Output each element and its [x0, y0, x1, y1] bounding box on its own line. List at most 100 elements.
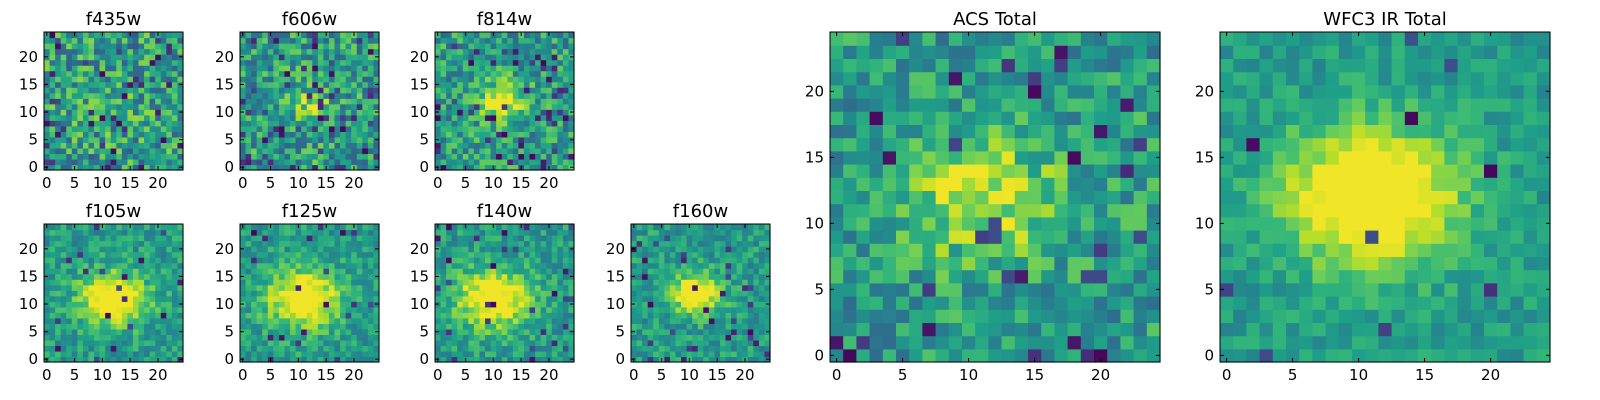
heatmap-cell — [66, 246, 73, 253]
heatmap-cell — [71, 290, 78, 297]
heatmap-cell — [88, 147, 95, 155]
heatmap-cell — [273, 334, 280, 341]
heatmap-cell — [975, 164, 989, 178]
heatmap-cell — [367, 120, 375, 127]
heatmap-cell — [60, 301, 67, 308]
heatmap-cell — [686, 273, 693, 280]
heatmap-cell — [251, 312, 258, 319]
heatmap-cell — [251, 235, 258, 242]
heatmap-cell — [830, 216, 844, 231]
heatmap-cell — [240, 334, 247, 341]
heatmap-cell — [642, 229, 649, 236]
heatmap-cell — [736, 240, 743, 247]
heatmap-cell — [99, 147, 106, 155]
heatmap-cell — [653, 312, 660, 319]
heatmap-cell — [975, 335, 989, 350]
heatmap-cell — [367, 125, 375, 132]
heatmap-cell — [719, 312, 727, 319]
heatmap-cell — [753, 339, 760, 347]
heatmap-cell — [703, 224, 710, 231]
heatmap-cell — [501, 142, 508, 149]
heatmap-cell — [1028, 335, 1042, 350]
heatmap-cell — [703, 312, 710, 319]
heatmap-cell — [116, 273, 123, 280]
heatmap-cell — [121, 109, 128, 116]
heatmap-cell — [110, 235, 117, 242]
heatmap-cell — [251, 103, 258, 110]
x-tick-label: 0 — [433, 174, 443, 192]
heatmap-cell — [312, 323, 319, 330]
heatmap-cell — [922, 335, 937, 350]
heatmap-cell — [356, 301, 363, 308]
heatmap-cell — [351, 339, 358, 347]
heatmap-cell — [356, 290, 363, 297]
heatmap-cell — [334, 312, 341, 319]
heatmap-cell — [267, 334, 274, 341]
heatmap-cell — [317, 240, 324, 247]
heatmap-cell — [512, 142, 519, 149]
heatmap-cell — [55, 328, 62, 335]
heatmap-cell — [273, 251, 280, 258]
x-tick-label: 20 — [344, 174, 363, 192]
heatmap-cell — [49, 164, 56, 171]
heatmap-cell — [518, 103, 525, 110]
heatmap-cell — [351, 120, 358, 127]
heatmap-cell — [273, 350, 280, 358]
heatmap-cell — [725, 306, 732, 313]
heatmap-cell — [529, 59, 536, 66]
heatmap-cell — [496, 37, 503, 44]
heatmap-cell — [144, 312, 151, 319]
heatmap-cell — [251, 37, 258, 44]
heatmap-cell — [290, 345, 297, 352]
heatmap-cell — [328, 279, 336, 286]
heatmap-cell — [88, 125, 95, 132]
heatmap-cell — [882, 256, 897, 271]
heatmap-cell — [529, 136, 536, 143]
heatmap-cell — [568, 350, 575, 358]
heatmap-cell — [121, 54, 128, 61]
heatmap-cell — [340, 103, 347, 110]
heatmap-cell — [334, 273, 341, 280]
heatmap-cell — [273, 262, 280, 269]
heatmap-cell — [262, 301, 269, 308]
heatmap-cell — [490, 295, 497, 302]
heatmap-cell — [171, 114, 179, 121]
heatmap-cell — [306, 131, 313, 138]
y-tick-label: 20 — [215, 240, 234, 258]
heatmap-cell — [295, 235, 302, 242]
heatmap-cell — [457, 345, 464, 352]
heatmap-cell — [490, 103, 497, 110]
heatmap-cell — [523, 65, 531, 72]
heatmap-cell — [149, 158, 156, 166]
heatmap-cell — [468, 317, 475, 324]
heatmap-cell — [301, 131, 308, 138]
heatmap-cell — [697, 317, 704, 324]
x-tick-label: 5 — [70, 366, 80, 384]
heatmap-cell — [312, 109, 319, 116]
heatmap-cell — [240, 131, 247, 138]
heatmap-cell — [144, 284, 151, 291]
heatmap-cell — [435, 153, 442, 160]
heatmap-cell — [301, 98, 308, 105]
heatmap-cell — [312, 92, 319, 99]
heatmap-cell — [278, 164, 286, 171]
heatmap-cell — [736, 312, 743, 319]
heatmap-cell — [44, 339, 51, 347]
heatmap-cell — [284, 356, 291, 363]
y-tick-label: 10 — [215, 295, 234, 313]
y-tick-label: 20 — [215, 48, 234, 66]
heatmap-cell — [714, 262, 721, 269]
heatmap-cell — [82, 279, 90, 286]
heatmap-cell — [132, 356, 140, 363]
heatmap-cell — [446, 153, 453, 160]
heatmap-cell — [882, 243, 897, 257]
heatmap-cell — [703, 295, 710, 302]
heatmap-cell — [77, 273, 84, 280]
heatmap-cell — [290, 103, 297, 110]
heatmap-cell — [166, 306, 173, 313]
heatmap-cell — [290, 356, 297, 363]
heatmap-cell — [88, 37, 95, 44]
heatmap-cell — [1054, 256, 1069, 271]
heatmap-cell — [1028, 150, 1042, 165]
heatmap-cell — [155, 290, 162, 297]
